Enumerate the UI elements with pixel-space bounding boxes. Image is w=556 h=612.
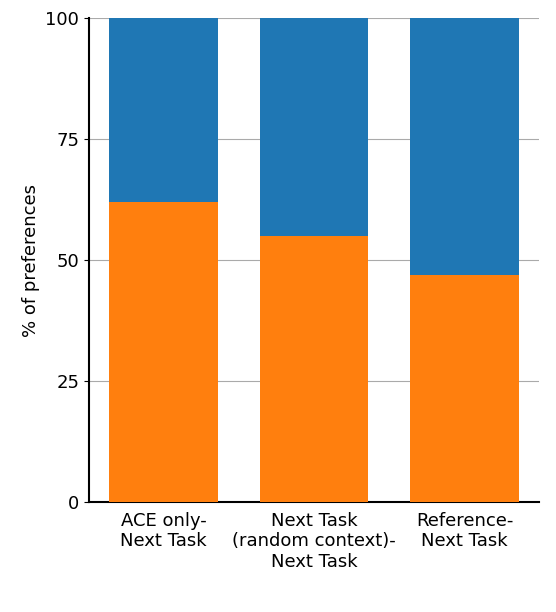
Bar [110, 18, 218, 202]
Bar [260, 236, 368, 502]
Bar [410, 18, 519, 275]
Y-axis label: % of preferences: % of preferences [22, 184, 40, 337]
Bar [410, 275, 519, 502]
Bar [260, 18, 368, 236]
Bar [110, 202, 218, 502]
